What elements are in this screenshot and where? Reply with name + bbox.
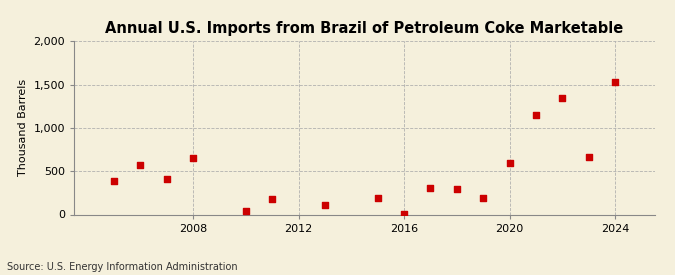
Point [452, 187, 462, 191]
Point [109, 178, 119, 183]
Title: Annual U.S. Imports from Brazil of Petroleum Coke Marketable: Annual U.S. Imports from Brazil of Petro… [105, 21, 624, 36]
Point [399, 212, 410, 216]
Point [478, 196, 489, 201]
Point [373, 196, 383, 201]
Point [135, 163, 146, 167]
Point [610, 79, 620, 84]
Y-axis label: Thousand Barrels: Thousand Barrels [18, 79, 28, 177]
Text: Source: U.S. Energy Information Administration: Source: U.S. Energy Information Administ… [7, 262, 238, 272]
Point [425, 186, 436, 190]
Point [267, 197, 277, 202]
Point [240, 209, 251, 213]
Point [557, 96, 568, 101]
Point [319, 203, 330, 208]
Point [504, 161, 515, 165]
Point [531, 113, 541, 117]
Point [161, 176, 172, 181]
Point [188, 156, 198, 160]
Point [583, 155, 594, 159]
